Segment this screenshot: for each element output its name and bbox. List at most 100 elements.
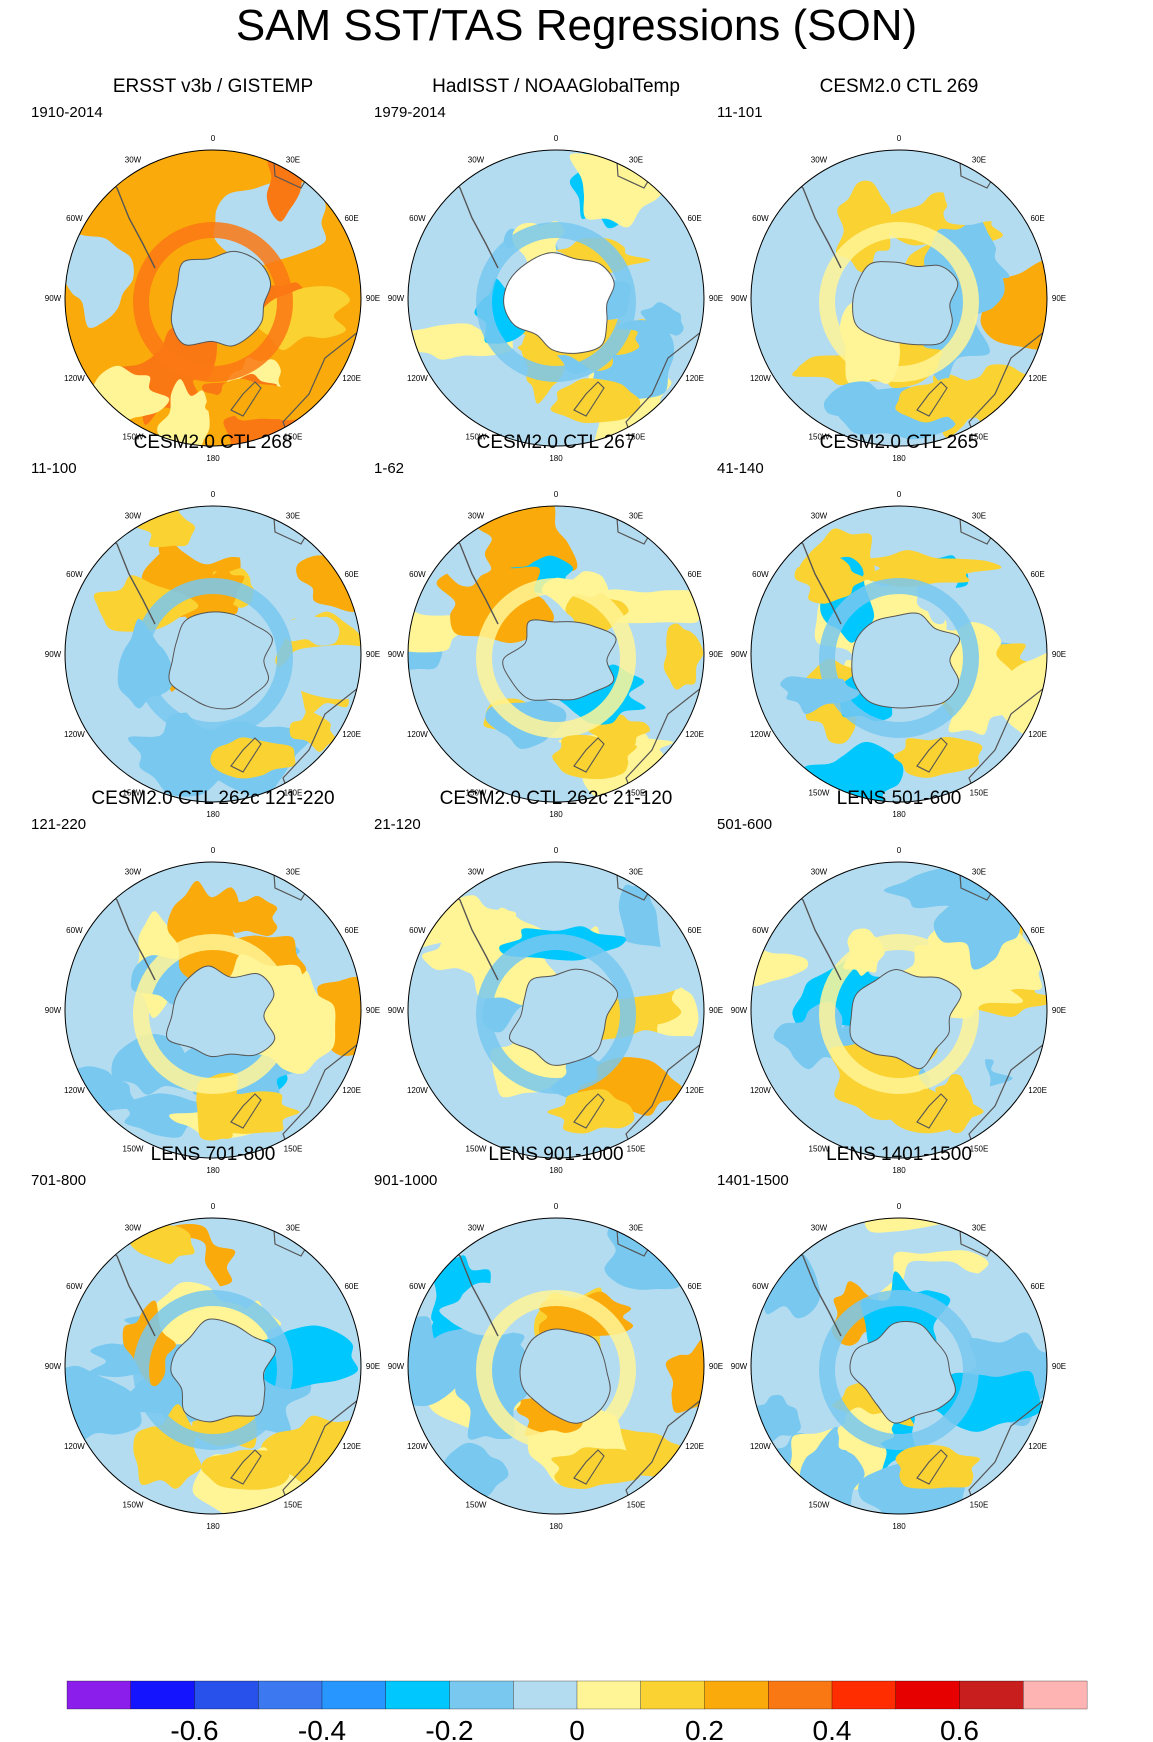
longitude-label: 30E <box>286 511 300 520</box>
map-border <box>750 861 1048 1159</box>
panel-title: HadISST / NOAAGlobalTemp <box>432 76 680 97</box>
longitude-label: 90W <box>45 294 62 303</box>
longitude-label: 120E <box>1028 1086 1047 1095</box>
longitude-label: 30E <box>629 511 643 520</box>
field-contour <box>133 222 293 382</box>
longitude-label: 150W <box>466 789 487 798</box>
panel-title: LENS 901-1000 <box>488 1144 624 1165</box>
longitude-label: 60W <box>66 214 83 223</box>
field-contour <box>127 712 245 797</box>
antarctica-coastline <box>170 1318 277 1423</box>
longitude-label: 30W <box>125 1223 142 1232</box>
longitude-label: 120E <box>685 1086 704 1095</box>
longitude-label: 120W <box>750 374 771 383</box>
longitude-label: 60E <box>1030 1282 1044 1291</box>
antarctica-coastline <box>852 261 959 346</box>
longitude-label: 60W <box>66 570 83 579</box>
longitude-label: 150W <box>123 1145 144 1154</box>
map-panel: 0 30E 60E 90E 120E 150E 180 150W 120W 90W 60W 30W ER… <box>28 76 398 471</box>
longitude-label: 30W <box>468 511 485 520</box>
longitude-label: 120W <box>407 1442 428 1451</box>
field-contour <box>205 378 298 421</box>
panel-title: CESM2.0 CTL 265 <box>819 432 979 453</box>
map-panel: 0 30E 60E 90E 120E 150E 180 150W 120W 90W 60W 30W LE… <box>371 1144 741 1539</box>
longitude-label: 30W <box>811 155 828 164</box>
longitude-label: 30E <box>972 511 986 520</box>
field-contour <box>408 1316 477 1407</box>
colorbar-swatch <box>513 1680 578 1710</box>
polar-map: 0 30E 60E 90E 120E 150E 180 150W 120W 90W 60W 30W <box>731 846 1066 1175</box>
colorbar-tick-label: 0.4 <box>813 1715 852 1742</box>
panel-period: 901-1000 <box>374 1172 438 1189</box>
longitude-label: 30W <box>468 1223 485 1232</box>
panel-title: ERSST v3b / GISTEMP <box>112 76 314 97</box>
field-contour <box>210 737 296 779</box>
longitude-label: 90E <box>709 294 723 303</box>
new-zealand-coastline <box>916 737 948 773</box>
longitude-label: 120W <box>750 1086 771 1095</box>
field-contour <box>130 1225 195 1264</box>
panel-title: CESM2.0 CTL 267 <box>476 432 636 453</box>
longitude-label: 0 <box>211 846 216 855</box>
new-zealand-coastline <box>916 1449 948 1485</box>
antarctica-coastline <box>508 968 619 1066</box>
new-zealand-coastline <box>573 381 605 417</box>
colorbar-swatch <box>768 1680 833 1710</box>
panel-title: LENS 501-600 <box>836 788 962 809</box>
longitude-label: 60W <box>752 926 769 935</box>
panel-title: LENS 1401-1500 <box>826 1144 972 1165</box>
new-zealand-coastline <box>230 737 262 773</box>
field-contour <box>819 934 979 1094</box>
longitude-label: 90E <box>1052 650 1066 659</box>
polar-map: 0 30E 60E 90E 120E 150E 180 150W 120W 90W 60W 30W <box>45 1202 380 1531</box>
panel-period: 701-800 <box>31 1172 87 1189</box>
field-contour <box>476 934 636 1094</box>
field-contour <box>819 578 979 738</box>
longitude-label: 90E <box>366 294 380 303</box>
polar-map: 0 30E 60E 90E 120E 150E 180 150W 120W 90W 60W 30W <box>731 134 1066 463</box>
polar-map: 0 30E 60E 90E 120E 150E 180 150W 120W 90W 60W 30W <box>388 846 723 1175</box>
longitude-label: 0 <box>211 134 216 143</box>
field-contour <box>93 575 199 632</box>
field-contour <box>133 934 293 1094</box>
map-panel: 0 30E 60E 90E 120E 150E 180 150W 120W 90W 60W 30W LE… <box>714 1144 1084 1539</box>
longitude-label: 90E <box>366 650 380 659</box>
longitude-label: 150E <box>627 1145 646 1154</box>
new-zealand-coastline <box>230 1449 262 1485</box>
longitude-label: 120E <box>342 1442 361 1451</box>
longitude-label: 120E <box>342 374 361 383</box>
colorbar-swatch <box>258 1680 323 1710</box>
new-zealand-coastline <box>573 737 605 773</box>
colorbar-swatch <box>1023 1680 1088 1710</box>
longitude-label: 90E <box>709 1362 723 1371</box>
longitude-label: 150E <box>970 433 989 442</box>
polar-map: 0 30E 60E 90E 120E 150E 180 150W 120W 90W 60W 30W <box>45 134 380 463</box>
map-border <box>407 861 705 1159</box>
map-border <box>407 1217 705 1515</box>
new-zealand-coastline <box>573 1449 605 1485</box>
field-contour <box>665 1338 704 1413</box>
longitude-label: 180 <box>892 810 906 819</box>
longitude-label: 120W <box>750 730 771 739</box>
longitude-label: 150W <box>466 1145 487 1154</box>
colorbar-tick-label: 0 <box>569 1715 585 1742</box>
longitude-label: 120W <box>64 730 85 739</box>
field-contour <box>819 1290 979 1450</box>
colorbar-swatch <box>385 1680 450 1710</box>
longitude-label: 120E <box>342 1086 361 1095</box>
longitude-label: 150W <box>809 1501 830 1510</box>
field-contour <box>552 734 637 780</box>
longitude-label: 0 <box>554 1202 559 1211</box>
colorbar-swatch <box>831 1680 896 1710</box>
longitude-label: 150E <box>627 433 646 442</box>
longitude-label: 90W <box>45 1362 62 1371</box>
longitude-label: 150E <box>284 1501 303 1510</box>
map-border <box>64 1217 362 1515</box>
antarctica-coastline <box>849 1321 956 1424</box>
longitude-label: 30W <box>125 867 142 876</box>
longitude-label: 180 <box>206 1522 220 1531</box>
colorbar-swatch <box>194 1680 259 1710</box>
longitude-label: 30W <box>468 867 485 876</box>
longitude-label: 180 <box>892 1166 906 1175</box>
field-contour <box>476 222 636 382</box>
